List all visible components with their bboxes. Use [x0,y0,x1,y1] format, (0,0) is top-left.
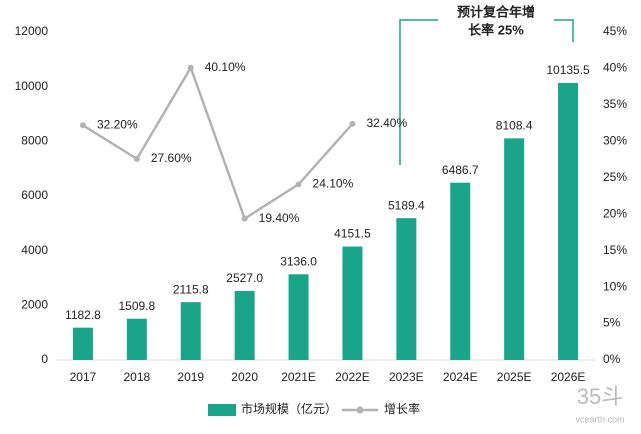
bar [180,302,201,360]
point [79,122,86,129]
data-label: 2527.0 [226,271,263,285]
x-tick-label: 2018 [123,370,150,384]
point [349,120,356,127]
annotation: 长率 25% [468,22,524,37]
y-tick-label: 2000 [21,298,48,312]
y-tick-label: 8000 [21,134,48,148]
point [241,215,248,222]
y-tick-label: 0 [41,352,48,366]
y2-tick-label: 35% [603,97,627,111]
bar [342,246,363,360]
x-tick-label: 2023E [389,370,424,384]
y2-tick-label: 25% [603,170,627,184]
data-label: 27.60% [151,151,192,165]
data-label: 32.20% [97,117,138,131]
x-tick-label: 2020 [231,370,258,384]
y2-tick-label: 5% [603,316,621,330]
point [133,155,140,162]
data-label: 10135.5 [546,63,590,77]
point [187,64,194,71]
bar [396,218,417,360]
watermark: vcearth.com [575,414,624,424]
data-label: 4151.5 [334,227,371,241]
bar [288,274,309,360]
x-tick-label: 2025E [497,370,532,384]
x-tick-label: 2019 [177,370,204,384]
legend-swatch [208,404,236,416]
y-tick-label: 12000 [15,24,49,38]
bar [450,182,471,360]
y2-tick-label: 30% [603,134,627,148]
data-label: 32.40% [366,116,407,130]
bar [72,327,93,360]
y-tick-label: 10000 [15,79,49,93]
bar [126,318,147,360]
data-label: 3136.0 [280,254,317,268]
y2-tick-label: 20% [603,206,627,220]
y2-tick-label: 40% [603,61,627,75]
legend-label: 增长率 [384,401,420,416]
legend-swatch [356,406,364,414]
data-label: 19.40% [259,211,300,225]
legend-label: 市场规模（亿元） [241,401,337,416]
y-tick-label: 6000 [21,188,48,202]
x-tick-label: 2026E [551,370,586,384]
y2-tick-label: 45% [603,24,627,38]
annotation-bracket [399,19,438,165]
x-tick-label: 2017 [70,370,97,384]
y2-tick-label: 10% [603,279,627,293]
bar [504,138,525,360]
annotation: 预计复合年增 [457,4,535,19]
data-label: 6486.7 [442,163,479,177]
annotation-bracket [554,19,574,42]
bar [558,82,579,360]
y-tick-label: 4000 [21,243,48,257]
data-label: 24.10% [313,177,354,191]
x-tick-label: 2021E [281,370,316,384]
x-tick-label: 2022E [335,370,370,384]
bar [234,290,255,360]
point [295,181,302,188]
data-label: 5189.4 [388,198,425,212]
y2-tick-label: 15% [603,243,627,257]
data-label: 40.10% [205,60,246,74]
x-tick-label: 2024E [443,370,478,384]
watermark: 35斗 [577,384,623,409]
line [82,64,354,221]
data-label: 1509.8 [118,299,155,313]
data-label: 2115.8 [173,282,209,296]
data-label: 8108.4 [496,119,533,133]
data-label: 1182.8 [65,308,101,322]
y2-tick-label: 0% [603,352,621,366]
